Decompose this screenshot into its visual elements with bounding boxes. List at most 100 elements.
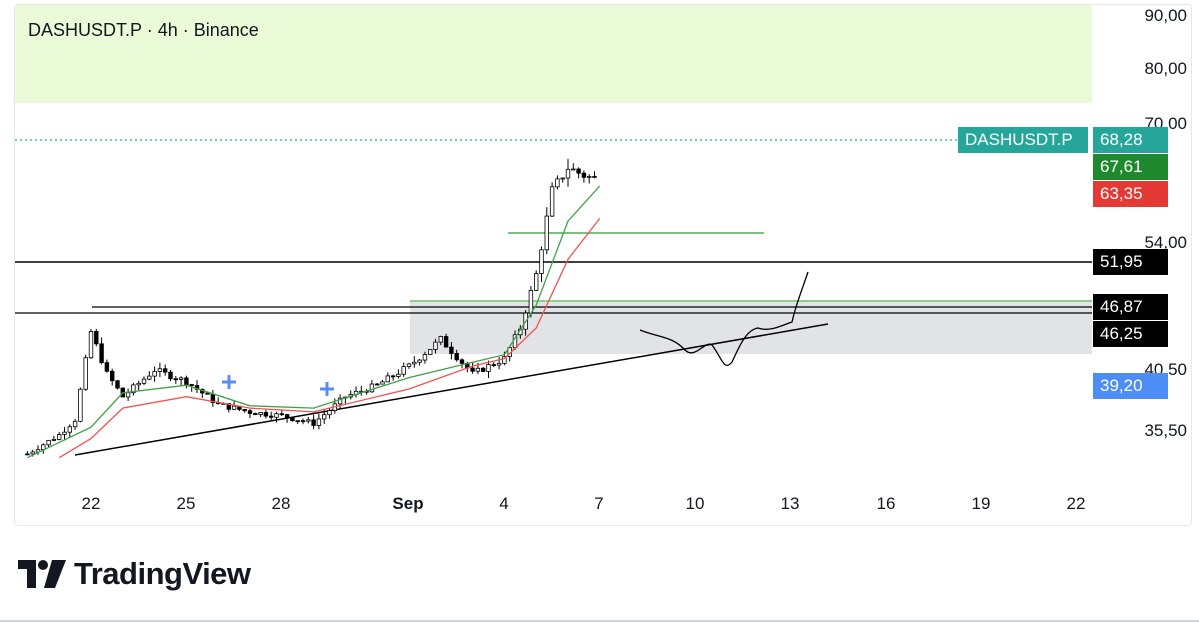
time-tick: 13 <box>780 494 800 513</box>
candle-body <box>311 419 316 426</box>
candle-body <box>99 343 104 364</box>
candle-body <box>152 371 157 377</box>
candle-body <box>571 168 576 171</box>
candle-body <box>67 426 72 433</box>
tradingview-logo-icon <box>18 560 66 588</box>
candle-body <box>57 434 62 440</box>
candle-body <box>337 397 343 405</box>
candle-body <box>72 420 78 428</box>
candle-body <box>131 384 136 394</box>
candle-body <box>263 412 269 417</box>
candle-body <box>480 367 486 372</box>
ema-slow-line <box>58 218 601 459</box>
candle-body <box>279 413 284 416</box>
candle-body <box>242 409 247 412</box>
symbol-badge: DASHUSDT.P <box>958 127 1088 153</box>
chart-frame <box>14 4 1192 526</box>
cross-marker <box>222 375 334 396</box>
candlestick-series <box>25 158 597 457</box>
candle-body <box>369 383 375 393</box>
candle-body <box>168 371 173 380</box>
candle-body <box>576 168 581 174</box>
time-tick: 19 <box>971 494 991 513</box>
candle-body <box>94 331 99 345</box>
time-tick: 22 <box>81 494 101 513</box>
candle-body <box>475 367 481 372</box>
candle-body <box>189 384 194 386</box>
brand-name: TradingView <box>74 556 251 591</box>
candle-body <box>253 413 258 416</box>
target-zone <box>15 5 1092 103</box>
projection-path <box>639 271 809 367</box>
candle-body <box>438 336 443 343</box>
candle-body <box>184 377 189 385</box>
time-tick: Sep <box>392 494 424 513</box>
candle-body <box>125 392 131 398</box>
time-tick: 22 <box>1066 494 1086 513</box>
candle-body <box>268 415 274 418</box>
candle-body <box>83 357 88 390</box>
price-tick: 54,00 <box>1144 233 1187 252</box>
candle-body <box>443 336 449 348</box>
candle-body <box>231 405 237 410</box>
candle-body <box>380 381 385 385</box>
candle-body <box>592 175 597 178</box>
candle-body <box>157 368 163 372</box>
ema-fast-badge: 67,61 <box>1093 154 1168 180</box>
candle-body <box>396 373 401 377</box>
time-tick: 28 <box>271 494 291 513</box>
level-badge-39-20: 39,20 <box>1093 373 1168 399</box>
bottom-divider <box>0 620 1199 622</box>
time-tick: 4 <box>499 494 509 513</box>
candle-body <box>534 273 539 291</box>
candle-body <box>226 403 231 410</box>
ascending-trendline <box>74 323 829 456</box>
candle-body <box>316 418 322 426</box>
candle-body <box>88 331 94 359</box>
candle-body <box>502 356 507 364</box>
candle-body <box>327 410 332 416</box>
candle-body <box>565 168 571 179</box>
level-badge-51-95: 51,95 <box>1093 249 1168 275</box>
candle-body <box>374 383 380 386</box>
candle-body <box>491 364 496 367</box>
candle-body <box>284 414 290 419</box>
candle-body <box>470 367 475 372</box>
candle-body <box>539 249 544 274</box>
candle-body <box>110 370 115 382</box>
candle-body <box>459 359 465 364</box>
candle-body <box>247 410 253 414</box>
candle-body <box>449 346 454 354</box>
candle-body <box>51 438 57 441</box>
ema-slow-badge: 63,35 <box>1093 181 1168 207</box>
candle-body <box>401 366 406 375</box>
candle-body <box>141 378 147 384</box>
candle-body <box>178 377 184 380</box>
ema-fast-line <box>27 185 601 459</box>
candle-body <box>173 378 178 381</box>
candle-body <box>549 186 555 217</box>
candle-body <box>104 362 110 372</box>
candle-body <box>136 382 141 386</box>
candle-body <box>258 412 263 416</box>
candle-body <box>390 375 396 378</box>
candle-body <box>454 353 459 361</box>
candle-body <box>587 175 592 178</box>
candle-body <box>147 375 152 380</box>
candle-body <box>25 453 30 456</box>
candle-body <box>544 215 549 251</box>
candle-body <box>412 361 417 365</box>
candle-body <box>433 341 438 350</box>
candle-body <box>295 420 300 423</box>
price-tick: 80,00 <box>1144 59 1187 78</box>
candle-body <box>30 451 35 455</box>
candle-body <box>306 419 311 422</box>
price-tick: 35,50 <box>1144 421 1187 440</box>
candle-body <box>290 417 295 422</box>
candle-body <box>581 172 587 178</box>
candle-body <box>115 380 120 389</box>
time-tick: 25 <box>176 494 196 513</box>
level-badge-46-25: 46,25 <box>1093 321 1168 347</box>
tradingview-logo[interactable]: TradingView <box>18 556 251 592</box>
